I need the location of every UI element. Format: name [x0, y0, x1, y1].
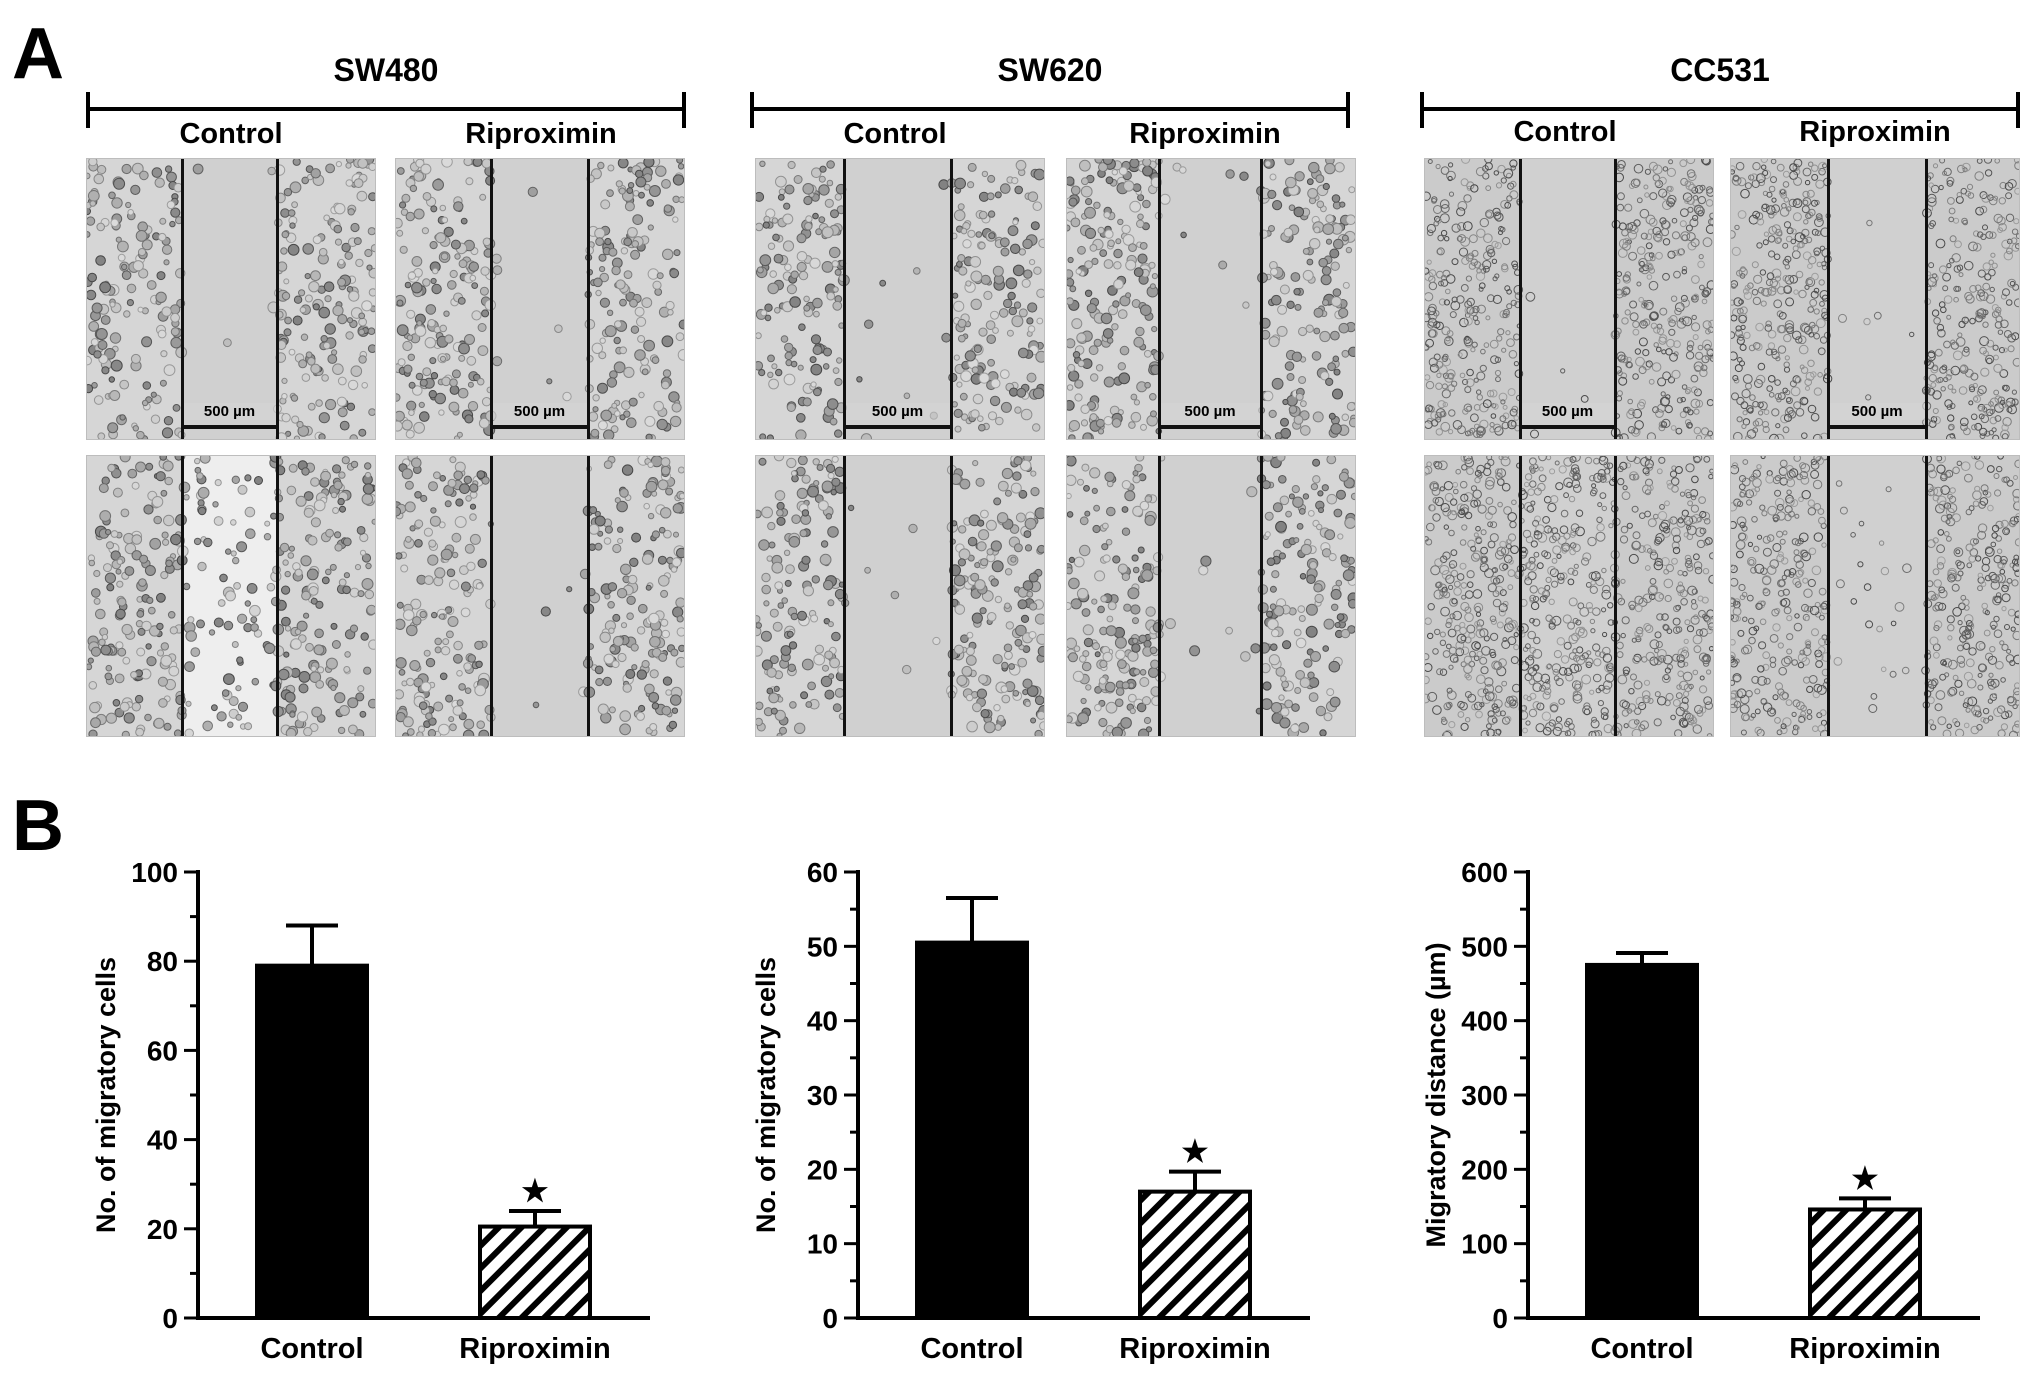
y-tick-label: 30: [807, 1080, 838, 1111]
group-title: SW620: [997, 52, 1103, 88]
y-tick-label: 10: [807, 1229, 838, 1260]
y-tick-label: 400: [1461, 1006, 1508, 1037]
micrograph-riproximin-initial: 500 µm: [1730, 158, 2020, 440]
group-bracket: [86, 92, 686, 128]
micrograph-riproximin-final: [1066, 455, 1356, 737]
scale-bar-label: 500 µm: [844, 403, 951, 420]
micrograph-control-final: [1424, 455, 1714, 737]
micrograph-control-initial: 500 µm: [1424, 158, 1714, 440]
group-sw480: SW480 Control Riproximin 500 µm 500 µm: [86, 50, 686, 750]
x-tick-label: Riproximin: [459, 1333, 610, 1365]
bar-chart-sw620: 0 10 20 30 40 50 60 No. of migratory cells Contr…: [751, 857, 1310, 1365]
y-tick-label: 600: [1461, 857, 1508, 888]
bar-control: [255, 963, 369, 1320]
x-tick-label: Control: [260, 1333, 363, 1365]
y-tick-label: 40: [807, 1006, 838, 1037]
micrograph-control-final: [86, 455, 376, 737]
y-tick-label: 20: [807, 1154, 838, 1185]
column-label-control: Control: [179, 118, 283, 150]
bar-riproximin: [1138, 1189, 1252, 1320]
panel-letter-a: A: [12, 14, 64, 94]
y-tick-label: 500: [1461, 931, 1508, 962]
column-label-riproximin: Riproximin: [1799, 116, 1951, 148]
scale-bar-label: 500 µm: [1520, 403, 1615, 420]
group-bracket: [1420, 92, 2020, 128]
y-tick-label: 20: [147, 1214, 178, 1245]
y-tick-label: 100: [131, 857, 178, 888]
micrograph-riproximin-initial: 500 µm: [395, 158, 685, 440]
bar-control: [915, 940, 1029, 1320]
bar-control: [1585, 962, 1699, 1321]
bar-chart-sw480: 0 20 40 60 80 100 No. of migratory cells Contro…: [91, 857, 650, 1365]
micrograph-riproximin-final: [1730, 455, 2020, 737]
significance-star: ★: [1182, 1136, 1209, 1169]
y-tick-label: 60: [147, 1035, 178, 1066]
y-tick-label: 0: [1492, 1303, 1508, 1334]
y-tick-label: 100: [1461, 1229, 1508, 1260]
group-sw620: SW620 Control Riproximin 500 µm 500 µm: [750, 50, 1356, 750]
bar-riproximin: [1808, 1207, 1922, 1320]
group-title: SW480: [333, 52, 439, 88]
group-bracket: [750, 92, 1350, 128]
group-cc531: CC531 Control Riproximin 500 µm 500 µm: [1420, 50, 2020, 750]
micrograph-control-final: [755, 455, 1045, 737]
micrograph-control-initial: 500 µm: [755, 158, 1045, 440]
y-tick-label: 80: [147, 946, 178, 977]
panel-letter-b: B: [12, 786, 64, 866]
micrograph-riproximin-final: [395, 455, 685, 737]
y-tick-label: 200: [1461, 1154, 1508, 1185]
y-tick-label: 50: [807, 931, 838, 962]
column-label-riproximin: Riproximin: [465, 118, 617, 150]
x-tick-label: Riproximin: [1119, 1333, 1270, 1365]
micrograph-riproximin-initial: 500 µm: [1066, 158, 1356, 440]
bar-chart-cc531: 0 100 200 300 400 500 600 Migratory distance (µ…: [1421, 857, 1980, 1365]
column-label-riproximin: Riproximin: [1129, 118, 1281, 150]
scale-bar-label: 500 µm: [1828, 403, 1926, 420]
y-tick-label: 40: [147, 1125, 178, 1156]
y-tick-label: 0: [822, 1303, 838, 1334]
scale-bar-label: 500 µm: [1159, 403, 1261, 420]
scale-bar-label: 500 µm: [491, 403, 588, 420]
column-label-control: Control: [843, 118, 947, 150]
x-tick-label: Riproximin: [1789, 1333, 1940, 1365]
micrograph-control-initial: 500 µm: [86, 158, 376, 440]
y-axis-label: No. of migratory cells: [91, 957, 121, 1233]
significance-star: ★: [522, 1175, 549, 1208]
column-label-control: Control: [1513, 116, 1617, 148]
scale-bar-label: 500 µm: [182, 403, 277, 420]
x-tick-label: Control: [920, 1333, 1023, 1365]
bar-riproximin: [478, 1224, 592, 1321]
y-tick-label: 300: [1461, 1080, 1508, 1111]
y-tick-label: 60: [807, 857, 838, 888]
y-tick-label: 0: [162, 1303, 178, 1334]
group-title: CC531: [1670, 52, 1770, 88]
x-tick-label: Control: [1590, 1333, 1693, 1365]
y-axis-label: No. of migratory cells: [751, 957, 781, 1233]
y-axis-label: Migratory distance (µm): [1421, 942, 1451, 1247]
significance-star: ★: [1852, 1162, 1879, 1195]
